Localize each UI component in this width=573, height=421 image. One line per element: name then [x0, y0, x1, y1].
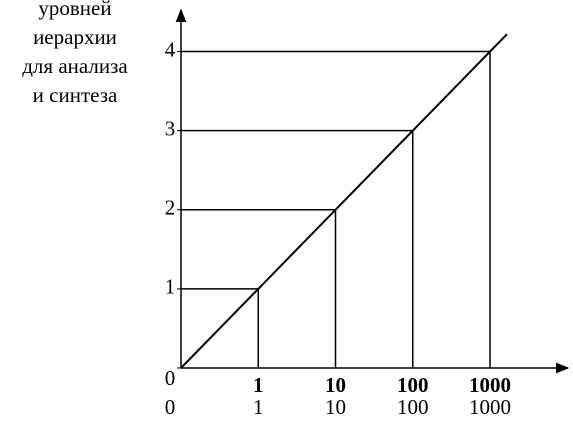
x-tick-label: 0	[165, 395, 176, 419]
y-tick-label: 2	[165, 196, 176, 220]
x-tick-label: 1000	[469, 373, 511, 397]
x-tick-label: 1	[253, 373, 264, 397]
x-tick-label: 1	[253, 395, 264, 419]
y-tick-label: 3	[165, 116, 176, 140]
y-tick-label: 1	[165, 275, 176, 299]
line-extension	[489, 33, 508, 53]
y-axis-title: для анализа	[22, 54, 128, 78]
y-axis-title: иерархии	[33, 25, 117, 49]
x-tick-label: 100	[397, 395, 429, 419]
y-axis-title: и синтеза	[33, 83, 118, 107]
x-tick-label: 10	[325, 373, 346, 397]
y-axis-title: уровней	[38, 0, 111, 20]
x-tick-label: 10	[325, 395, 346, 419]
y-tick-label: 0	[165, 366, 176, 390]
x-tick-label: 100	[397, 373, 429, 397]
x-tick-label: 1000	[469, 395, 511, 419]
line	[180, 50, 491, 369]
y-tick-label: 4	[165, 37, 176, 61]
